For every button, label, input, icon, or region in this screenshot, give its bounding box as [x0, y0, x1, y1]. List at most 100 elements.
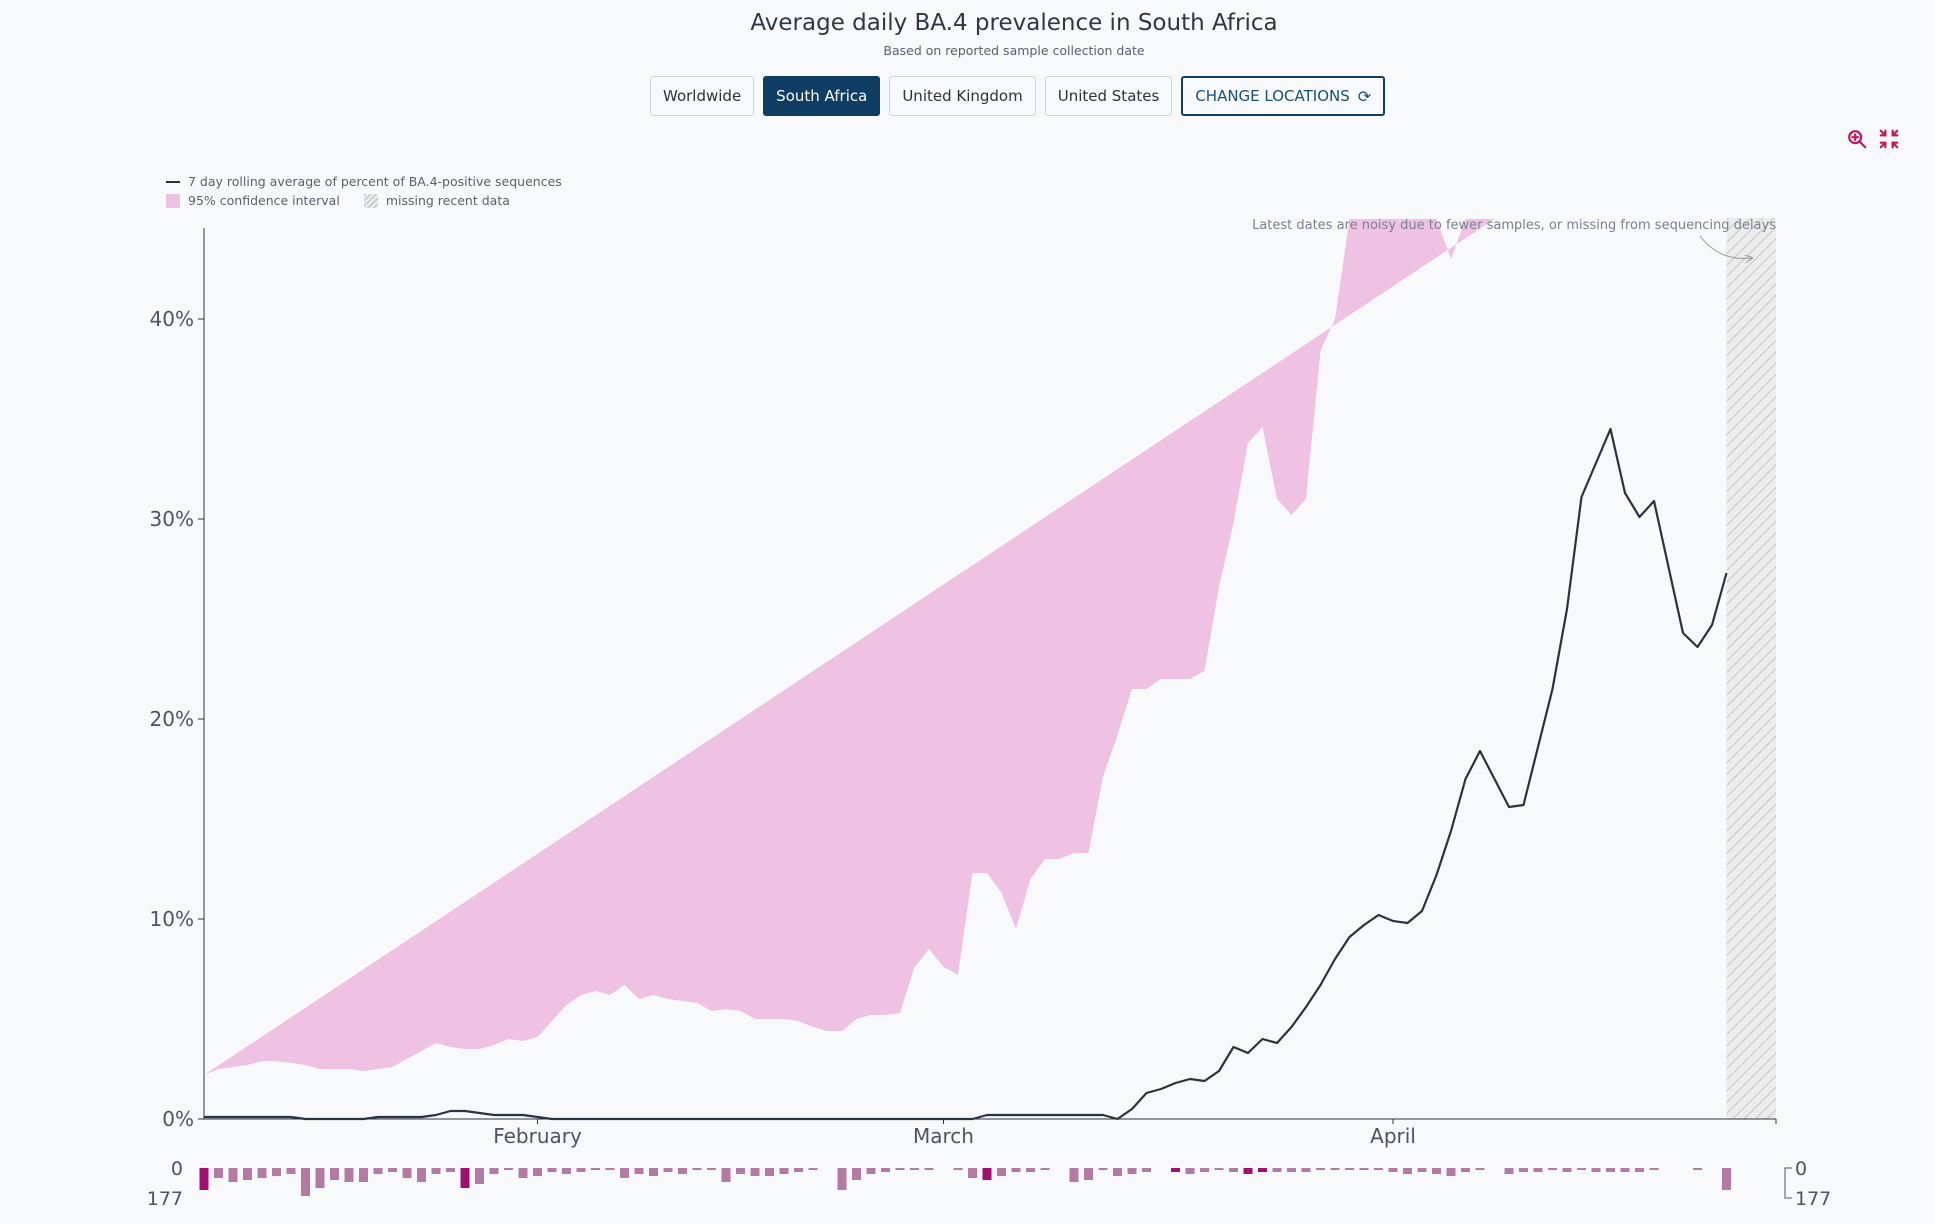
sample-count-bar	[1635, 1168, 1644, 1172]
sample-count-bar	[1040, 1168, 1050, 1170]
sample-count-bar	[997, 1168, 1006, 1176]
location-button-united-states[interactable]: United States	[1044, 76, 1173, 116]
y-tick-label: 40%	[150, 307, 194, 331]
location-button-united-kingdom[interactable]: United Kingdom	[889, 76, 1036, 116]
sample-count-bar	[1287, 1168, 1296, 1172]
sample-count-bar	[1185, 1168, 1195, 1174]
sample-count-bar	[1591, 1168, 1601, 1172]
chart-legend: 7 day rolling average of percent of BA.4…	[166, 172, 562, 210]
sample-count-bar	[982, 1168, 992, 1180]
counts-axis-top-label: 0	[171, 1158, 183, 1180]
sample-count-bar	[1127, 1168, 1137, 1174]
sample-count-bar	[1577, 1168, 1586, 1170]
sample-count-bar	[228, 1168, 238, 1182]
sample-count-bar	[1113, 1168, 1122, 1176]
sample-count-bar	[1388, 1168, 1398, 1172]
missing-data-region	[1726, 218, 1776, 1119]
sample-count-bar	[1606, 1168, 1615, 1172]
sample-count-bar	[243, 1168, 252, 1180]
sample-count-bar	[750, 1168, 760, 1176]
sample-count-bar	[1562, 1168, 1572, 1172]
x-tick-label: March	[913, 1124, 974, 1148]
sample-count-bar	[1316, 1168, 1325, 1170]
counts-axis-bottom-label: 177	[147, 1188, 183, 1210]
sample-count-bar	[1069, 1168, 1079, 1182]
sample-count-bar	[373, 1168, 383, 1174]
sample-count-bar	[852, 1168, 861, 1180]
sample-count-bar	[881, 1168, 890, 1172]
sample-count-bar	[1229, 1168, 1238, 1172]
sample-count-bar	[1142, 1168, 1151, 1172]
chart-subtitle: Based on reported sample collection date	[883, 43, 1145, 58]
sample-count-bar	[286, 1168, 296, 1174]
sample-count-bar	[678, 1168, 687, 1174]
sample-count-bar	[1374, 1168, 1383, 1170]
y-tick-label: 20%	[150, 707, 194, 731]
zoom-in-icon[interactable]	[1846, 128, 1868, 150]
sample-count-bar	[1548, 1168, 1557, 1170]
x-tick-label: April	[1370, 1124, 1416, 1148]
sample-count-bar	[765, 1168, 774, 1176]
sample-count-bar	[562, 1168, 571, 1174]
sample-count-bar	[1026, 1168, 1035, 1172]
sample-count-bar	[1722, 1168, 1731, 1190]
sample-count-bar	[1461, 1168, 1470, 1172]
sample-count-bar	[1214, 1168, 1224, 1170]
sample-count-bar	[199, 1168, 209, 1190]
sample-count-bar	[866, 1168, 876, 1174]
sample-count-bar	[968, 1168, 977, 1178]
sample-count-bar	[591, 1168, 600, 1170]
sample-count-bar	[431, 1168, 441, 1174]
sample-count-bar	[1098, 1168, 1108, 1170]
sample-count-bar	[634, 1168, 644, 1174]
sample-count-bar	[1330, 1168, 1340, 1170]
legend-ci-label: 95% confidence interval	[188, 193, 340, 208]
sample-count-bar	[330, 1168, 339, 1180]
legend-ci-swatch	[166, 193, 180, 208]
sample-count-bar	[808, 1168, 818, 1170]
x-tick-label: February	[493, 1124, 582, 1148]
sample-count-bar	[895, 1168, 905, 1170]
sample-count-bar	[794, 1168, 803, 1172]
sample-count-bar	[475, 1168, 484, 1184]
reset-zoom-icon[interactable]	[1878, 128, 1900, 150]
sample-count-bar	[910, 1168, 919, 1170]
sample-count-bar	[460, 1168, 470, 1188]
chart-tools	[1846, 128, 1900, 150]
sample-count-bar	[504, 1168, 513, 1170]
sample-count-bar	[1301, 1168, 1311, 1172]
sample-count-bar	[417, 1168, 426, 1182]
y-tick-label: 10%	[150, 907, 194, 931]
sample-count-bar	[547, 1168, 557, 1172]
location-button-south-africa[interactable]: South Africa	[763, 76, 881, 116]
sample-count-bar	[1432, 1168, 1441, 1174]
location-button-worldwide[interactable]: Worldwide	[650, 76, 755, 116]
sample-count-bar	[1359, 1168, 1369, 1170]
sample-count-bar	[707, 1168, 716, 1170]
legend-missing-swatch	[363, 193, 378, 208]
rolling-average-line	[204, 427, 1728, 1121]
sample-count-bar	[1417, 1168, 1427, 1172]
sample-count-bar	[1243, 1168, 1253, 1174]
change-locations-button[interactable]: CHANGE LOCATIONS ⟳	[1181, 76, 1386, 116]
sample-count-bar	[620, 1168, 629, 1178]
sample-count-bar	[402, 1168, 412, 1178]
sample-count-bar	[315, 1168, 325, 1188]
sample-count-bar	[1504, 1168, 1514, 1174]
sample-count-bar	[692, 1168, 702, 1170]
sample-count-bar	[953, 1168, 963, 1170]
sample-count-bar	[1519, 1168, 1528, 1172]
sample-count-bar	[272, 1168, 281, 1176]
counts-axis-bracket	[1784, 1167, 1792, 1199]
counts-axis-bottom-label-right: 177	[1795, 1188, 1831, 1210]
noisy-dates-annotation: Latest dates are noisy due to fewer samp…	[1252, 218, 1776, 233]
chart-title: Average daily BA.4 prevalence in South A…	[750, 10, 1278, 36]
sample-count-bar	[1011, 1168, 1021, 1172]
sample-count-bar	[1649, 1168, 1659, 1170]
change-locations-label: CHANGE LOCATIONS	[1195, 87, 1350, 105]
sample-count-bar	[1403, 1168, 1412, 1174]
sample-count-bar	[736, 1168, 745, 1174]
sample-count-bar	[721, 1168, 731, 1182]
sample-count-bar	[837, 1168, 847, 1190]
